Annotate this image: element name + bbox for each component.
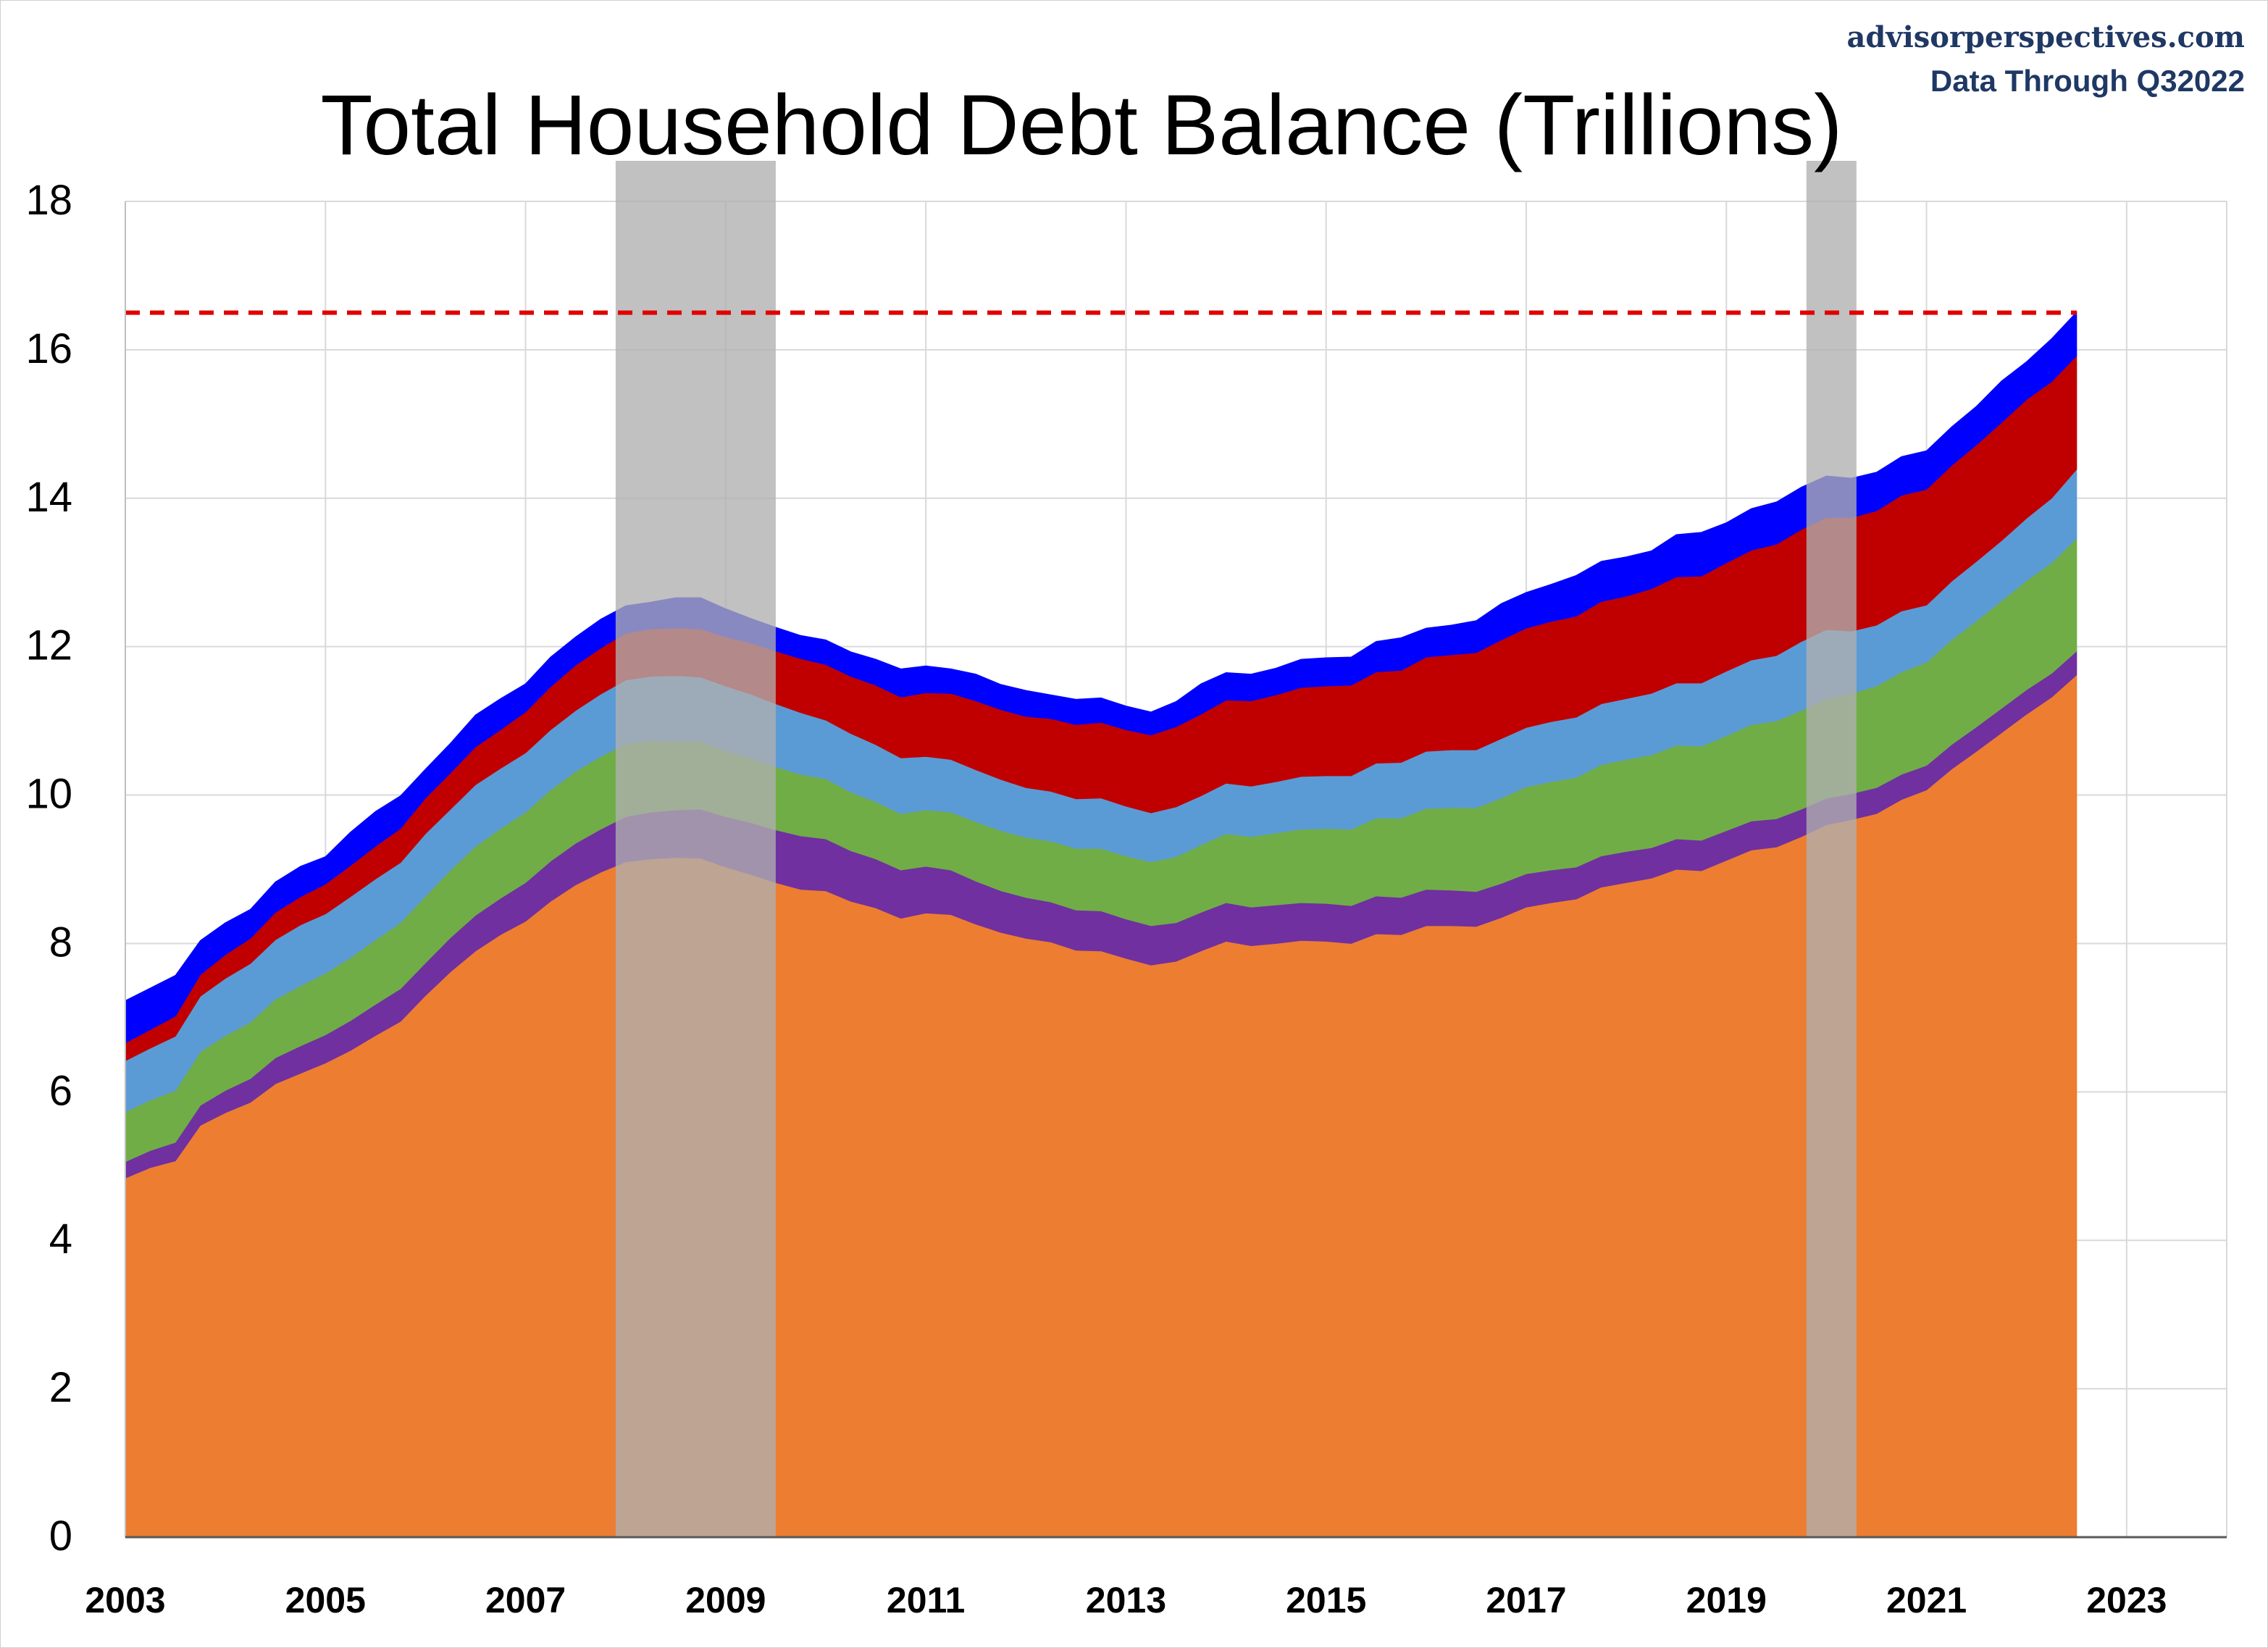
y-tick-label: 2 [49, 1364, 72, 1411]
x-tick-label: 2003 [85, 1580, 165, 1620]
x-tick-label: 2023 [2086, 1580, 2167, 1620]
x-tick-label: 2013 [1086, 1580, 1166, 1620]
x-tick-label: 2021 [1886, 1580, 1967, 1620]
recession-band [615, 161, 776, 1537]
y-tick-label: 18 [25, 177, 72, 224]
axes [125, 201, 2227, 1539]
y-tick-label: 16 [25, 325, 72, 372]
y-tick-label: 10 [25, 771, 72, 818]
x-tick-label: 2009 [685, 1580, 766, 1620]
recession-band [1806, 161, 1857, 1537]
x-tick-label: 2005 [285, 1580, 366, 1620]
x-tick-label: 2017 [1486, 1580, 1566, 1620]
x-tick-label: 2019 [1686, 1580, 1767, 1620]
x-tick-label: 2011 [887, 1580, 965, 1620]
y-tick-label: 6 [49, 1067, 72, 1114]
y-tick-label: 4 [49, 1216, 72, 1263]
tick-labels: 0 2 4 6 8 10 12 14 16 18 2003 2005 2007 2009 2011 2013 2… [25, 177, 2167, 1620]
y-tick-label: 14 [25, 474, 72, 521]
x-tick-label: 2015 [1286, 1580, 1366, 1620]
stacked-areas [125, 311, 2077, 1538]
y-tick-label: 12 [25, 622, 72, 669]
data-through-note: Data Through Q32022 [1930, 64, 2245, 98]
x-tick-label: 2007 [485, 1580, 566, 1620]
y-tick-label: 8 [49, 919, 72, 966]
chart-title: Total Household Debt Balance (Trillions) [320, 78, 1843, 173]
y-tick-label: 0 [49, 1513, 72, 1560]
source-site: advisorperspectives.com [1846, 20, 2245, 54]
recession-bands [615, 161, 1857, 1537]
